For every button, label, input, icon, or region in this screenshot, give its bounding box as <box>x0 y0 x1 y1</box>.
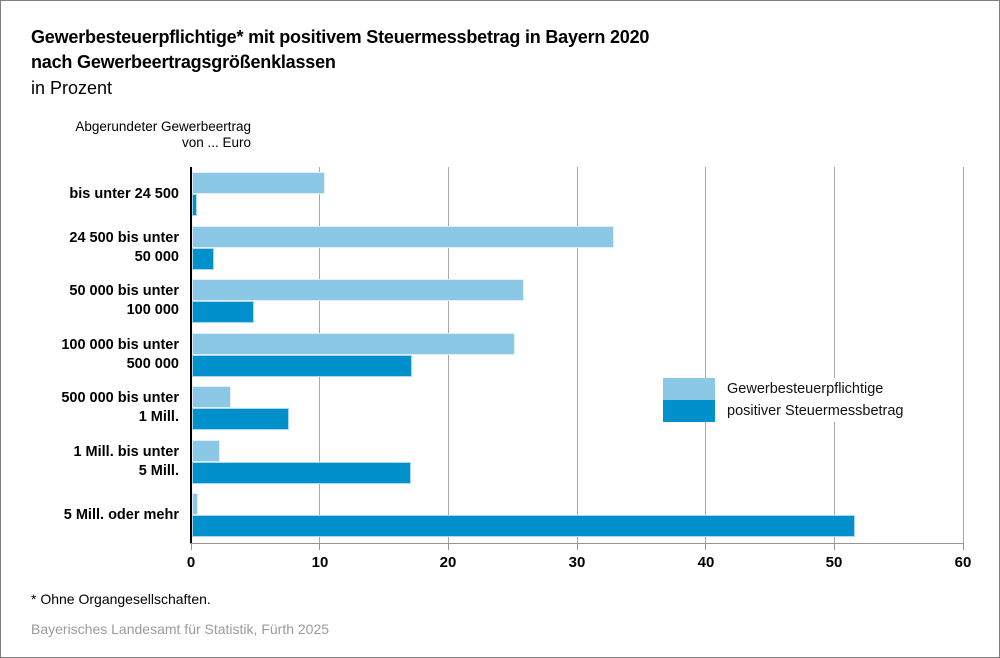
x-tick-label: 50 <box>825 554 843 571</box>
plot-area <box>190 167 964 550</box>
title-line-2: nach Gewerbeertragsgrößenklassen <box>31 52 336 72</box>
gridline <box>447 167 449 543</box>
title-unit: in Prozent <box>31 78 113 98</box>
bar <box>192 462 411 484</box>
bar <box>192 333 515 355</box>
category-label: 24 500 bis unter 50 000 <box>69 230 179 265</box>
x-tick-label: 40 <box>697 554 715 571</box>
bar <box>192 493 198 515</box>
y-axis-header-line-1: Abgerundeter Gewerbeertrag <box>75 119 251 134</box>
gridline <box>962 167 964 543</box>
axis-tick <box>962 543 964 550</box>
x-tick-label: 0 <box>186 554 196 571</box>
x-tick-label: 20 <box>439 554 457 571</box>
y-axis-header: Abgerundeter Gewerbeertrag von ... Euro <box>31 119 251 151</box>
legend-label: Gewerbesteuerpflichtige <box>715 378 892 400</box>
legend: Gewerbesteuerpflichtige positiver Steuer… <box>663 378 912 422</box>
bar <box>192 172 325 194</box>
legend-item-gewerbesteuerpflichtige: Gewerbesteuerpflichtige <box>663 378 912 400</box>
page-title: Gewerbesteuerpflichtige* mit positivem S… <box>31 25 649 101</box>
bar <box>192 301 254 323</box>
bar <box>192 279 524 301</box>
gridline <box>576 167 578 543</box>
category-label: 500 000 bis unter 1 Mill. <box>61 390 179 425</box>
bar <box>192 386 231 408</box>
bar <box>192 355 412 377</box>
legend-item-steuermessbetrag: positiver Steuermessbetrag <box>663 400 912 422</box>
axis-tick <box>833 543 835 550</box>
category-label: 1 Mill. bis unter 5 Mill. <box>73 444 179 479</box>
bar <box>192 194 197 216</box>
footnote: * Ohne Organgesellschaften. <box>31 591 211 607</box>
gridline <box>833 167 835 543</box>
axis-tick <box>705 543 707 550</box>
bar <box>192 408 289 430</box>
category-label: bis unter 24 500 <box>69 185 179 202</box>
y-axis-line <box>190 167 192 543</box>
category-label: 50 000 bis unter 100 000 <box>69 283 179 318</box>
bar <box>192 248 214 270</box>
x-tick-label: 60 <box>954 554 972 571</box>
bar <box>192 440 220 462</box>
category-label: 100 000 bis unter 500 000 <box>61 337 179 372</box>
axis-tick <box>447 543 449 550</box>
axis-tick <box>319 543 321 550</box>
x-tick-label: 30 <box>568 554 586 571</box>
source-credit: Bayerisches Landesamt für Statistik, Für… <box>31 621 330 637</box>
title-line-1: Gewerbesteuerpflichtige* mit positivem S… <box>31 27 650 47</box>
y-axis-header-line-2: von ... Euro <box>181 135 251 150</box>
gridline <box>705 167 707 543</box>
legend-label: positiver Steuermessbetrag <box>715 400 912 422</box>
legend-swatch-light <box>663 378 715 400</box>
bar <box>192 226 614 248</box>
category-label: 5 Mill. oder mehr <box>63 506 179 523</box>
axis-tick <box>190 543 192 550</box>
legend-swatch-dark <box>663 400 715 422</box>
bar <box>192 515 855 537</box>
axis-tick <box>576 543 578 550</box>
x-tick-label: 10 <box>311 554 329 571</box>
